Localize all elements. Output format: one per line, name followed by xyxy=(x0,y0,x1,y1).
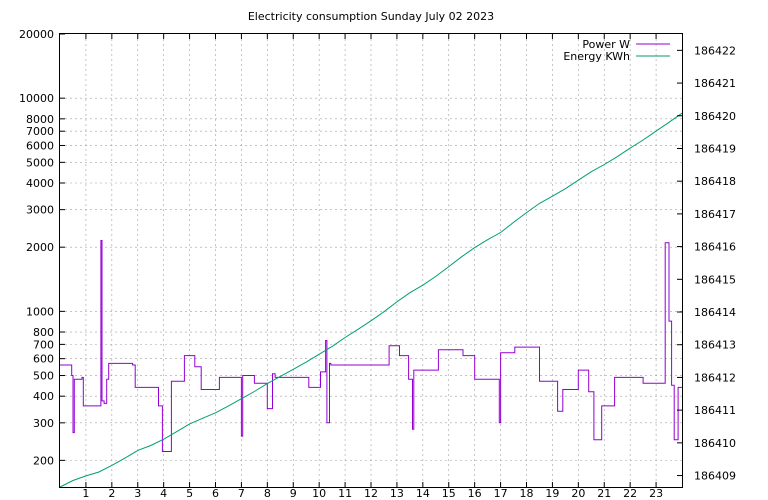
y-tick-label: 3000 xyxy=(26,204,54,217)
x-tick-label: 10 xyxy=(312,487,326,500)
x-tick-label: 2 xyxy=(108,487,115,500)
legend-label-energy: Energy KWh xyxy=(563,50,630,63)
y-tick-label: 500 xyxy=(33,370,54,383)
series-line-power xyxy=(60,240,682,452)
chart-title: Electricity consumption Sunday July 02 2… xyxy=(248,10,494,23)
y-tick-label: 300 xyxy=(33,417,54,430)
x-tick-label: 18 xyxy=(520,487,534,500)
y-tick-label: 20000 xyxy=(19,28,54,41)
y-tick-label: 6000 xyxy=(26,139,54,152)
x-tick-label: 11 xyxy=(338,487,352,500)
y2-tick-label: 186420 xyxy=(694,110,736,123)
x-tick-label: 21 xyxy=(597,487,611,500)
y2-tick-label: 186418 xyxy=(694,175,736,188)
y-tick-label: 7000 xyxy=(26,125,54,138)
y-tick-label: 600 xyxy=(33,353,54,366)
legend-label-power: Power W xyxy=(582,38,630,51)
y2-tick-label: 186414 xyxy=(694,306,736,319)
y2-tick-label: 186421 xyxy=(694,77,736,90)
y-tick-label: 800 xyxy=(33,326,54,339)
x-tick-label: 14 xyxy=(416,487,430,500)
x-tick-label: 23 xyxy=(649,487,663,500)
y-tick-label: 200 xyxy=(33,454,54,467)
y-tick-label: 4000 xyxy=(26,177,54,190)
y2-tick-label: 186417 xyxy=(694,208,736,221)
x-tick-label: 12 xyxy=(364,487,378,500)
x-tick-label: 19 xyxy=(545,487,559,500)
x-tick-label: 6 xyxy=(212,487,219,500)
y-tick-label: 700 xyxy=(33,338,54,351)
x-tick-label: 13 xyxy=(390,487,404,500)
x-tick-label: 22 xyxy=(623,487,637,500)
y2-tick-label: 186416 xyxy=(694,241,736,254)
x-tick-label: 20 xyxy=(571,487,585,500)
y-tick-label: 1000 xyxy=(26,305,54,318)
y2-tick-label: 186411 xyxy=(694,404,736,417)
y2-tick-label: 186409 xyxy=(694,470,736,483)
legend: Power W Energy KWh xyxy=(563,38,670,63)
y2-tick-label: 186412 xyxy=(694,371,736,384)
y-tick-label: 2000 xyxy=(26,241,54,254)
series-line-energy xyxy=(59,112,683,488)
y2-tick-label: 186410 xyxy=(694,437,736,450)
x-tick-label: 17 xyxy=(494,487,508,500)
y-axis-right: 186409 186410 186411 186412 186413 186414 1864… xyxy=(677,44,736,483)
y2-tick-label: 186415 xyxy=(694,273,736,286)
x-tick-label: 4 xyxy=(160,487,167,500)
x-tick-label: 7 xyxy=(238,487,245,500)
plot-area xyxy=(59,112,683,488)
x-tick-label: 3 xyxy=(134,487,141,500)
y2-tick-label: 186419 xyxy=(694,142,736,155)
x-tick-label: 9 xyxy=(290,487,297,500)
y2-tick-label: 186422 xyxy=(694,44,736,57)
x-axis: 1 2 3 4 5 6 7 8 9 10 11 12 13 14 15 16 17 18 19 20 21 22 23 xyxy=(82,34,663,500)
y-tick-label: 400 xyxy=(33,390,54,403)
x-tick-label: 15 xyxy=(442,487,456,500)
plot-frame xyxy=(59,33,683,488)
y-tick-label: 10000 xyxy=(19,92,54,105)
x-tick-label: 1 xyxy=(82,487,89,500)
x-tick-label: 16 xyxy=(468,487,482,500)
y-tick-label: 5000 xyxy=(26,156,54,169)
x-tick-label: 8 xyxy=(264,487,271,500)
x-tick-label: 5 xyxy=(186,487,193,500)
y-tick-label: 8000 xyxy=(26,113,54,126)
y2-tick-label: 186413 xyxy=(694,339,736,352)
grid-layer xyxy=(60,34,682,487)
